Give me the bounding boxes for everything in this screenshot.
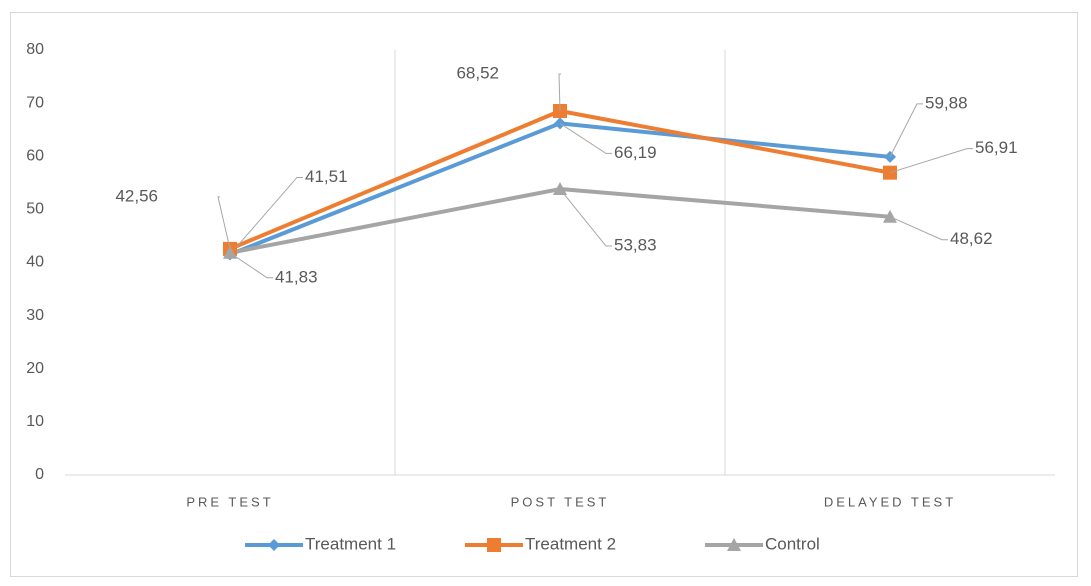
value-label: 68,52 xyxy=(456,63,499,82)
y-tick-label: 60 xyxy=(26,147,44,164)
legend-label: Control xyxy=(765,534,820,553)
leader-line xyxy=(558,73,561,112)
leader-line xyxy=(889,103,923,158)
value-label: 59,88 xyxy=(925,93,968,112)
chart-border xyxy=(10,12,1078,577)
value-label: 53,83 xyxy=(614,236,657,255)
leader-line xyxy=(889,148,973,174)
marker xyxy=(883,209,897,223)
value-label: 41,51 xyxy=(305,167,348,186)
leader-line xyxy=(559,188,612,247)
legend-label: Treatment 1 xyxy=(305,534,396,553)
y-tick-label: 0 xyxy=(35,466,44,483)
leader-line xyxy=(229,252,273,279)
value-label: 42,56 xyxy=(115,186,158,205)
marker xyxy=(727,538,741,551)
y-tick-label: 70 xyxy=(26,94,44,111)
marker xyxy=(268,539,280,551)
value-label: 48,62 xyxy=(950,229,993,248)
leader-line xyxy=(889,216,948,241)
marker xyxy=(487,538,501,552)
marker xyxy=(553,182,567,196)
x-tick-label: DELAYED TEST xyxy=(824,494,956,509)
y-tick-label: 10 xyxy=(26,413,44,430)
leader-line xyxy=(559,122,612,154)
leader-line xyxy=(229,176,303,255)
y-tick-label: 20 xyxy=(26,360,44,377)
x-tick-label: PRE TEST xyxy=(186,494,273,509)
y-tick-label: 80 xyxy=(26,41,44,58)
value-label: 66,19 xyxy=(614,143,657,162)
leader-line xyxy=(217,196,231,250)
y-tick-label: 40 xyxy=(26,254,44,271)
y-tick-label: 50 xyxy=(26,201,44,218)
value-label: 41,83 xyxy=(275,267,318,286)
x-tick-label: POST TEST xyxy=(511,494,610,509)
y-tick-label: 30 xyxy=(26,307,44,324)
legend-label: Treatment 2 xyxy=(525,534,616,553)
value-label: 56,91 xyxy=(975,138,1018,157)
